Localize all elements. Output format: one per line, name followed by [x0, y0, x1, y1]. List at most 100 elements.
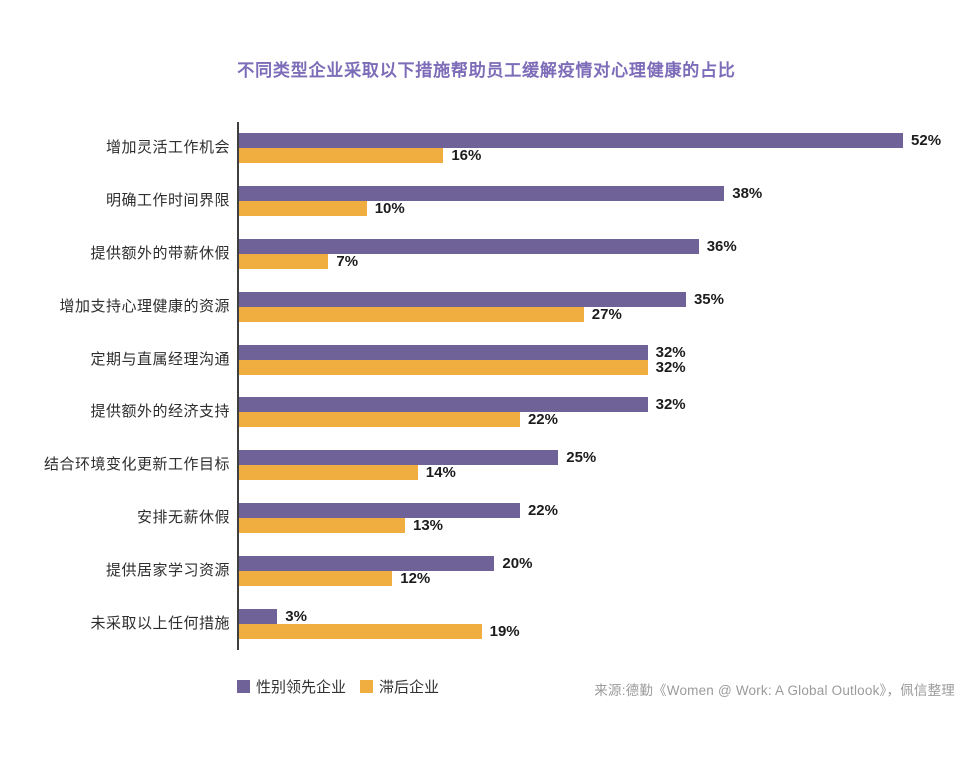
bar-line: 20% — [239, 554, 533, 572]
lagging-company-bar — [239, 201, 367, 217]
value-label: 7% — [336, 252, 359, 270]
bar-line: 22% — [239, 411, 686, 429]
bar-line: 32% — [239, 343, 686, 361]
category-label: 提供居家学习资源 — [105, 561, 230, 579]
bar-line: 32% — [239, 396, 686, 414]
leading-company-bar — [239, 397, 648, 413]
value-label: 22% — [527, 501, 558, 519]
lagging-company-bar — [239, 570, 393, 586]
value-label: 20% — [502, 554, 533, 572]
legend-swatch-yellow — [360, 680, 374, 693]
bar-group: 提供额外的经济支持 32% 22% — [0, 386, 973, 439]
value-label: 32% — [655, 343, 686, 361]
bar-line: 35% — [239, 290, 724, 308]
bar-group: 结合环境变化更新工作目标 25% 14% — [0, 439, 973, 492]
value-label: 32% — [655, 358, 686, 376]
bar-group: 定期与直属经理沟通 32% 32% — [0, 333, 973, 386]
leading-company-bar — [239, 608, 278, 624]
bar-pair: 32% 32% — [239, 343, 686, 376]
value-label: 14% — [425, 464, 456, 482]
category-label: 提供额外的经济支持 — [90, 403, 230, 421]
leading-company-bar — [239, 555, 495, 571]
bar-line: 16% — [239, 147, 941, 165]
leading-company-bar — [239, 502, 520, 518]
bar-line: 7% — [239, 252, 737, 270]
y-axis-line — [237, 122, 239, 650]
lagging-company-bar — [239, 465, 418, 481]
leading-company-bar — [239, 186, 725, 202]
value-label: 16% — [451, 147, 482, 165]
leading-company-bar — [239, 450, 559, 466]
value-label: 38% — [732, 185, 763, 203]
bar-line: 3% — [239, 607, 520, 625]
bar-pair: 22% 13% — [239, 501, 558, 534]
category-label: 增加支持心理健康的资源 — [59, 297, 230, 315]
bar-pair: 25% 14% — [239, 449, 597, 482]
value-label: 19% — [489, 622, 520, 640]
bar-pair: 38% 10% — [239, 185, 763, 218]
bar-group: 提供额外的带薪休假 36% 7% — [0, 228, 973, 281]
bar-line: 32% — [239, 358, 686, 376]
chart-title: 不同类型企业采取以下措施帮助员工缓解疫情对心理健康的占比 — [237, 61, 736, 80]
category-label: 提供额外的带薪休假 — [90, 244, 230, 262]
bar-pair: 20% 12% — [239, 554, 533, 587]
value-label: 36% — [706, 237, 737, 255]
legend-item-lagging: 滞后企业 — [360, 676, 439, 697]
bar-line: 10% — [239, 200, 762, 218]
source-note: 来源:德勤《Women @ Work: A Global Outlook》，佩信… — [594, 683, 955, 698]
bar-pair: 36% 7% — [239, 237, 737, 270]
category-label: 结合环境变化更新工作目标 — [43, 456, 230, 474]
bar-line: 14% — [239, 464, 596, 482]
leading-company-bar — [239, 238, 699, 254]
bar-pair: 3% 19% — [239, 607, 520, 640]
category-label: 增加灵活工作机会 — [105, 139, 230, 157]
value-label: 27% — [591, 305, 622, 323]
category-label: 未采取以上任何措施 — [90, 614, 230, 632]
value-label: 32% — [655, 396, 686, 414]
bar-line: 27% — [239, 305, 724, 323]
bar-line: 12% — [239, 569, 532, 587]
bar-group: 增加灵活工作机会 52% 16% — [0, 122, 973, 175]
lagging-company-bar — [239, 623, 482, 639]
bar-line: 22% — [239, 501, 558, 519]
legend: 性别领先企业 滞后企业 — [237, 676, 439, 697]
value-label: 13% — [413, 516, 444, 534]
value-label: 35% — [693, 290, 724, 308]
lagging-company-bar — [239, 517, 405, 533]
lagging-company-bar — [239, 306, 584, 322]
bar-line: 38% — [239, 185, 763, 203]
bar-line: 36% — [239, 237, 737, 255]
value-label: 10% — [374, 200, 405, 218]
bar-group: 明确工作时间界限 38% 10% — [0, 175, 973, 228]
bar-pair: 35% 27% — [239, 290, 724, 323]
leading-company-bar — [239, 133, 904, 149]
legend-label-leading: 性别领先企业 — [256, 679, 347, 696]
value-label: 12% — [400, 569, 431, 587]
category-label: 明确工作时间界限 — [105, 192, 230, 210]
bar-line: 19% — [239, 622, 520, 640]
bar-line: 52% — [239, 132, 942, 150]
lagging-company-bar — [239, 359, 648, 375]
bar-pair: 32% 22% — [239, 396, 686, 429]
lagging-company-bar — [239, 253, 329, 269]
bar-group: 提供居家学习资源 20% 12% — [0, 544, 973, 597]
bar-rows: 增加灵活工作机会 52% 16% 明确工作时间界限 38% 10% 提供额外的带薪休假 36%… — [0, 122, 973, 650]
lagging-company-bar — [239, 412, 520, 428]
bar-group: 安排无薪休假 22% 13% — [0, 492, 973, 545]
leading-company-bar — [239, 344, 648, 360]
legend-label-lagging: 滞后企业 — [379, 679, 440, 696]
bar-group: 未采取以上任何措施 3% 19% — [0, 597, 973, 650]
bar-line: 25% — [239, 449, 597, 467]
value-label: 22% — [527, 411, 558, 429]
value-label: 25% — [566, 449, 597, 467]
category-label: 定期与直属经理沟通 — [90, 350, 230, 368]
legend-swatch-purple — [237, 680, 250, 693]
bar-line: 13% — [239, 516, 558, 534]
value-label: 3% — [285, 607, 307, 625]
category-label: 安排无薪休假 — [136, 508, 230, 526]
value-label: 52% — [911, 132, 942, 150]
leading-company-bar — [239, 291, 686, 307]
bar-pair: 52% 16% — [239, 132, 942, 165]
lagging-company-bar — [239, 148, 444, 164]
